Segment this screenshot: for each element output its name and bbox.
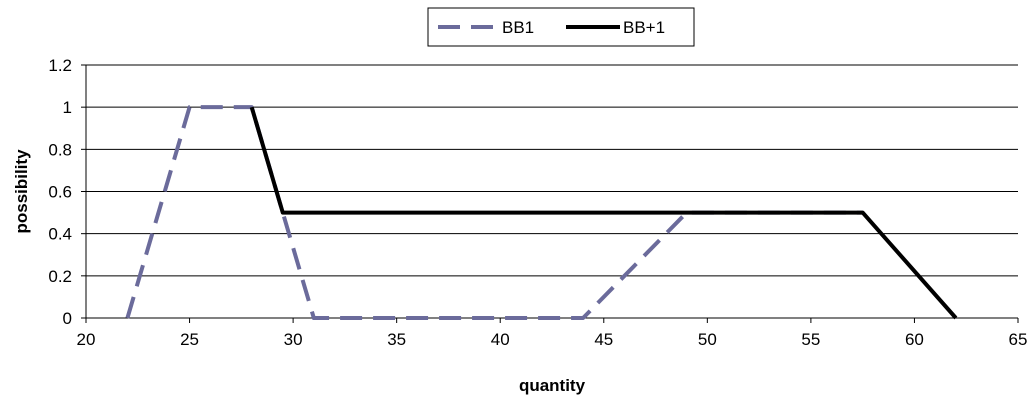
y-tick-label: 1.2: [48, 56, 72, 75]
x-axis-title: quantity: [519, 376, 586, 395]
series-lines: [125, 105, 958, 320]
axes: 0 0.2 0.4 0.6 0.8 1 1.2 20 25 30 35 40 45 50 55 60 65: [48, 56, 1027, 349]
y-tick-label: 0.8: [48, 140, 72, 159]
y-tick-label: 0.2: [48, 267, 72, 286]
series-line: [125, 105, 863, 320]
x-tick-label: 20: [77, 330, 96, 349]
x-tick-label: 30: [284, 330, 303, 349]
y-axis-title: possibility: [12, 149, 31, 234]
x-tick-label: 35: [387, 330, 406, 349]
series-line: [249, 106, 958, 320]
x-tick-label: 55: [801, 330, 820, 349]
x-tick-label: 45: [594, 330, 613, 349]
x-tick-label: 60: [905, 330, 924, 349]
y-tick-label: 0: [63, 309, 72, 328]
x-tick-label: 40: [491, 330, 510, 349]
y-tick-label: 1: [63, 98, 72, 117]
x-tick-label: 25: [180, 330, 199, 349]
legend-label: BB1: [502, 18, 534, 37]
x-tick-label: 50: [698, 330, 717, 349]
legend-label: BB+1: [623, 18, 665, 37]
y-tick-label: 0.6: [48, 183, 72, 202]
gridlines: [86, 64, 1018, 277]
x-tick-label: 65: [1009, 330, 1028, 349]
legend: BB1 BB+1: [427, 7, 695, 47]
y-tick-label: 0.4: [48, 225, 72, 244]
